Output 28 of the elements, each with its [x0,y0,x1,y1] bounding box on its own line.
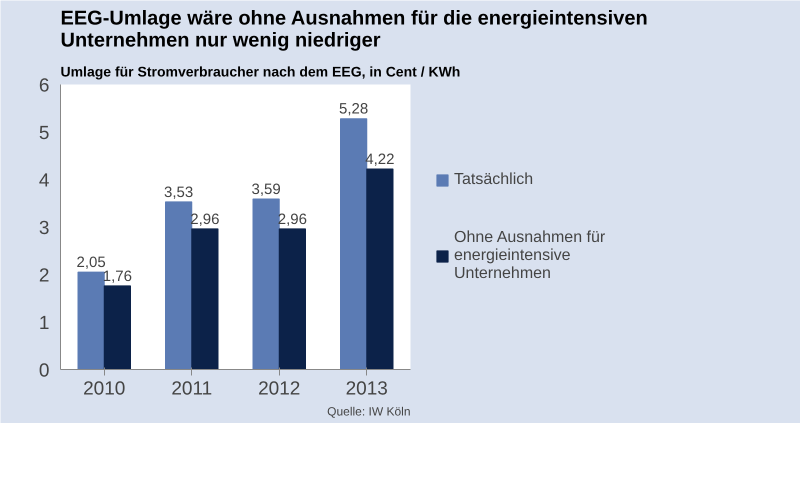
bar [78,272,105,370]
data-label: 3,53 [164,184,194,201]
data-label: 2,05 [76,254,106,272]
x-tick-label: 2011 [171,378,212,400]
x-tick-label: 2010 [83,378,126,400]
y-tick-label: 3 [38,218,50,239]
source-note: Quelle: IW Köln [327,404,411,418]
y-tick-label: 4 [38,170,50,192]
y-tick-label: 2 [38,266,50,286]
bar [278,228,306,370]
legend-label: Ohne Ausnahmen für energieintensive Unternehmen [454,228,606,282]
x-tick-label: 2013 [346,378,388,400]
y-tick-label: 6 [38,76,50,96]
bar [104,285,131,370]
y-tick-label: 0 [38,360,50,382]
bar [340,118,368,370]
data-label: 3,59 [252,180,281,198]
bar [366,168,394,370]
chart-subtitle: Umlage für Stromverbraucher nach dem EEG, in Cent / KWh [60,64,460,80]
y-tick-label: 5 [38,123,50,144]
x-tick-label: 2012 [258,378,300,400]
chart-title: EEG-Umlage wäre ohne Ausnahmen für die energieintensiven Unternehmen nur wenig niedriger [60,8,648,52]
bar [191,228,218,370]
bar [252,198,280,370]
bar [165,201,192,370]
data-label: 5,28 [339,100,368,118]
legend-label: Tatsächlich [454,170,534,188]
y-tick-label: 1 [38,313,50,334]
